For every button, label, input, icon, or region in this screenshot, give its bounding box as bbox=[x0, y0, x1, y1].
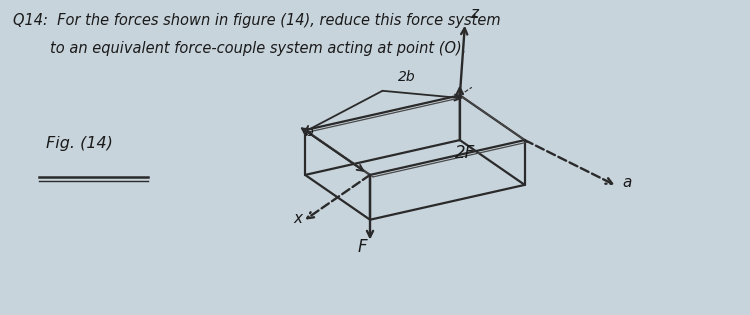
Text: Q14:  For the forces shown in figure (14), reduce this force system: Q14: For the forces shown in figure (14)… bbox=[13, 13, 500, 28]
Text: 2b: 2b bbox=[398, 70, 415, 84]
Text: 2F: 2F bbox=[454, 144, 475, 162]
Text: Fig. (14): Fig. (14) bbox=[46, 136, 112, 151]
Text: x: x bbox=[293, 211, 302, 226]
Text: F: F bbox=[358, 238, 368, 255]
Text: b: b bbox=[304, 125, 313, 139]
Text: z: z bbox=[470, 6, 478, 20]
Text: a: a bbox=[622, 175, 632, 190]
Text: to an equivalent force-couple system acting at point (O).: to an equivalent force-couple system act… bbox=[13, 41, 466, 55]
